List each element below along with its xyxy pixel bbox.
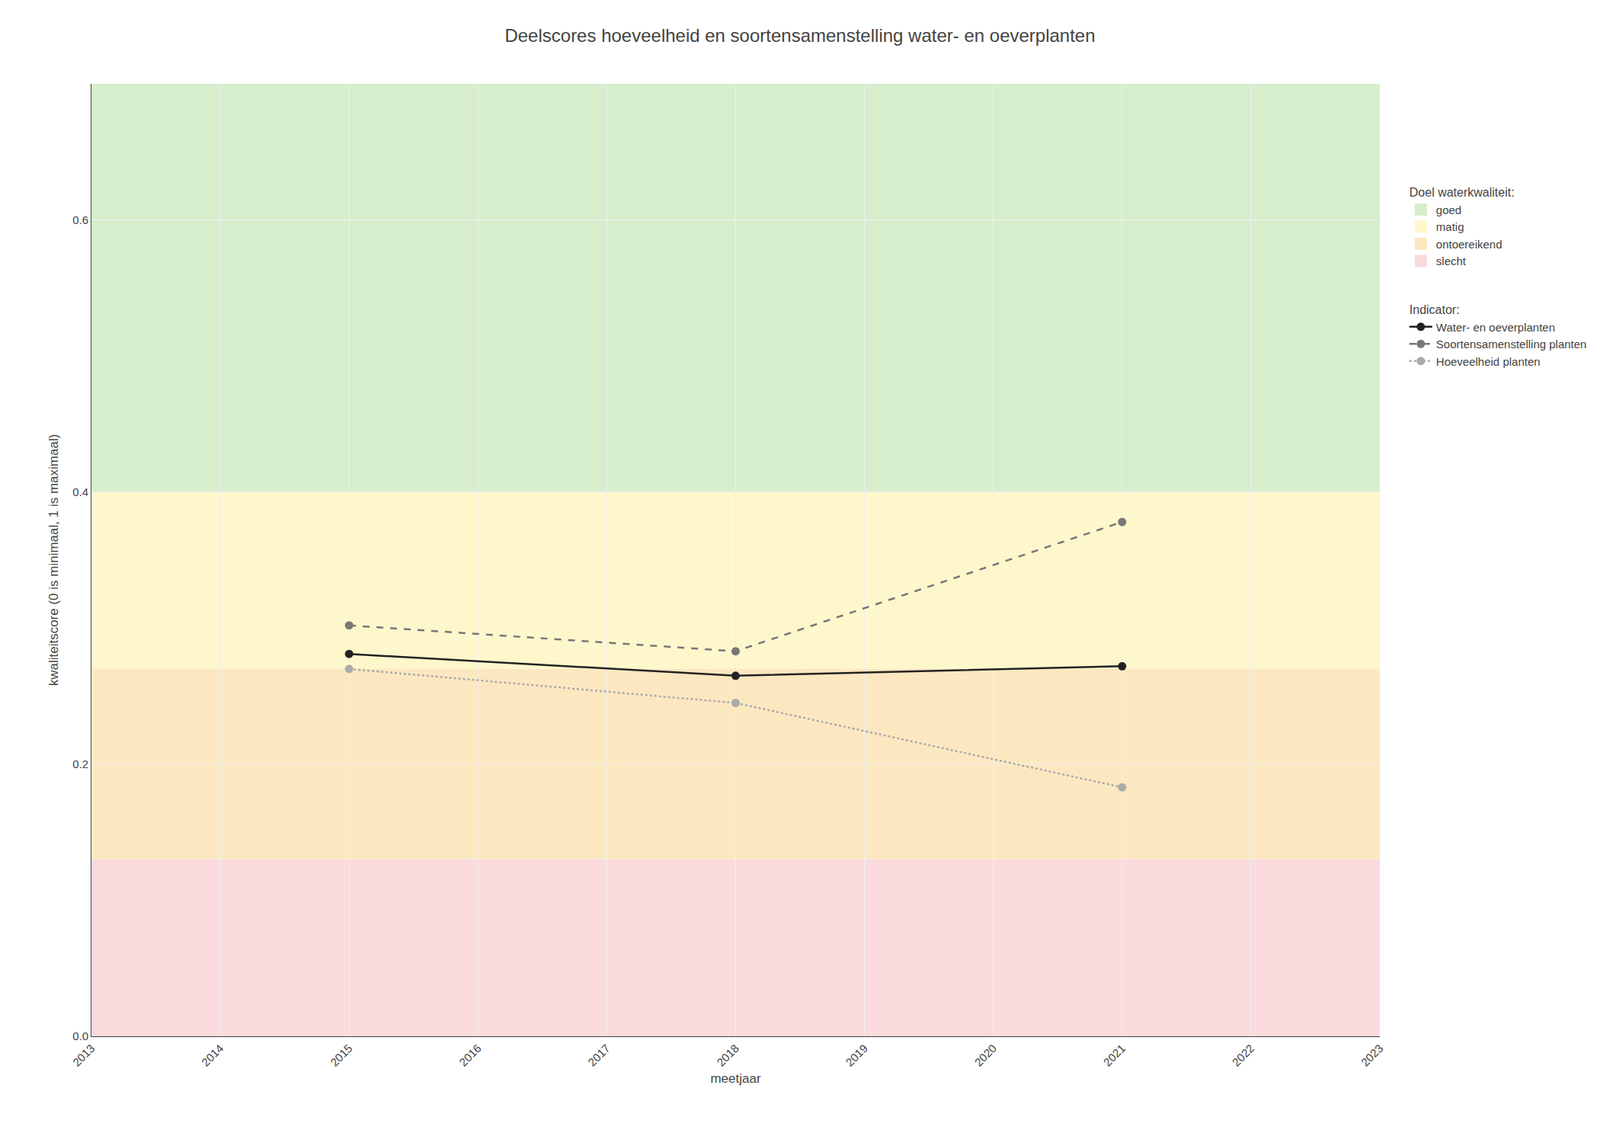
svg-text:ontoereikend: ontoereikend <box>1436 237 1503 251</box>
svg-text:0.2: 0.2 <box>72 757 89 771</box>
svg-text:0.0: 0.0 <box>72 1029 89 1043</box>
svg-text:Deelscores hoeveelheid en soor: Deelscores hoeveelheid en soortensamenst… <box>504 25 1095 46</box>
svg-text:2021: 2021 <box>1100 1041 1129 1069</box>
svg-text:matig: matig <box>1436 220 1465 234</box>
svg-text:Soortensamenstelling planten: Soortensamenstelling planten <box>1436 337 1588 351</box>
svg-text:2017: 2017 <box>585 1041 613 1069</box>
svg-text:2022: 2022 <box>1229 1041 1258 1069</box>
svg-text:2014: 2014 <box>198 1041 227 1069</box>
svg-text:0.6: 0.6 <box>72 213 89 227</box>
svg-text:2013: 2013 <box>70 1041 98 1069</box>
svg-text:goed: goed <box>1436 203 1462 217</box>
svg-text:meetjaar: meetjaar <box>710 1071 761 1086</box>
svg-text:2016: 2016 <box>456 1041 484 1069</box>
svg-text:0.4: 0.4 <box>72 485 89 499</box>
svg-text:Water- en oeverplanten: Water- en oeverplanten <box>1436 320 1556 334</box>
svg-text:Doel waterkwaliteit:: Doel waterkwaliteit: <box>1409 185 1515 199</box>
svg-text:2020: 2020 <box>972 1041 1000 1069</box>
svg-text:2018: 2018 <box>713 1041 742 1069</box>
svg-text:2023: 2023 <box>1358 1041 1386 1069</box>
svg-text:kwaliteitscore (0 is minimaal,: kwaliteitscore (0 is minimaal, 1 is maxi… <box>46 434 61 687</box>
svg-text:2019: 2019 <box>842 1041 871 1069</box>
svg-text:Indicator:: Indicator: <box>1409 303 1460 317</box>
svg-text:Hoeveelheid planten: Hoeveelheid planten <box>1436 355 1541 368</box>
svg-text:2015: 2015 <box>327 1041 356 1069</box>
svg-text:slecht: slecht <box>1436 254 1467 268</box>
